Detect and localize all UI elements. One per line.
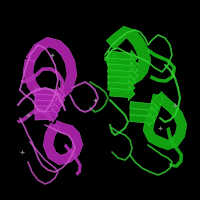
Polygon shape — [17, 109, 52, 123]
Polygon shape — [35, 98, 63, 112]
Polygon shape — [108, 68, 138, 83]
Polygon shape — [108, 56, 138, 71]
Polygon shape — [130, 113, 155, 126]
Polygon shape — [108, 80, 135, 95]
Polygon shape — [143, 91, 187, 150]
Polygon shape — [35, 87, 65, 101]
Polygon shape — [130, 107, 158, 120]
Polygon shape — [108, 74, 136, 89]
Polygon shape — [21, 67, 64, 90]
Polygon shape — [108, 62, 138, 77]
Polygon shape — [43, 120, 83, 165]
Polygon shape — [23, 37, 77, 105]
Polygon shape — [104, 26, 151, 86]
Polygon shape — [64, 144, 81, 175]
Polygon shape — [108, 50, 138, 64]
Polygon shape — [110, 86, 135, 101]
Polygon shape — [167, 127, 183, 167]
Polygon shape — [35, 103, 60, 117]
Polygon shape — [130, 101, 158, 114]
Polygon shape — [35, 92, 65, 107]
Polygon shape — [148, 48, 176, 82]
Polygon shape — [35, 108, 58, 122]
